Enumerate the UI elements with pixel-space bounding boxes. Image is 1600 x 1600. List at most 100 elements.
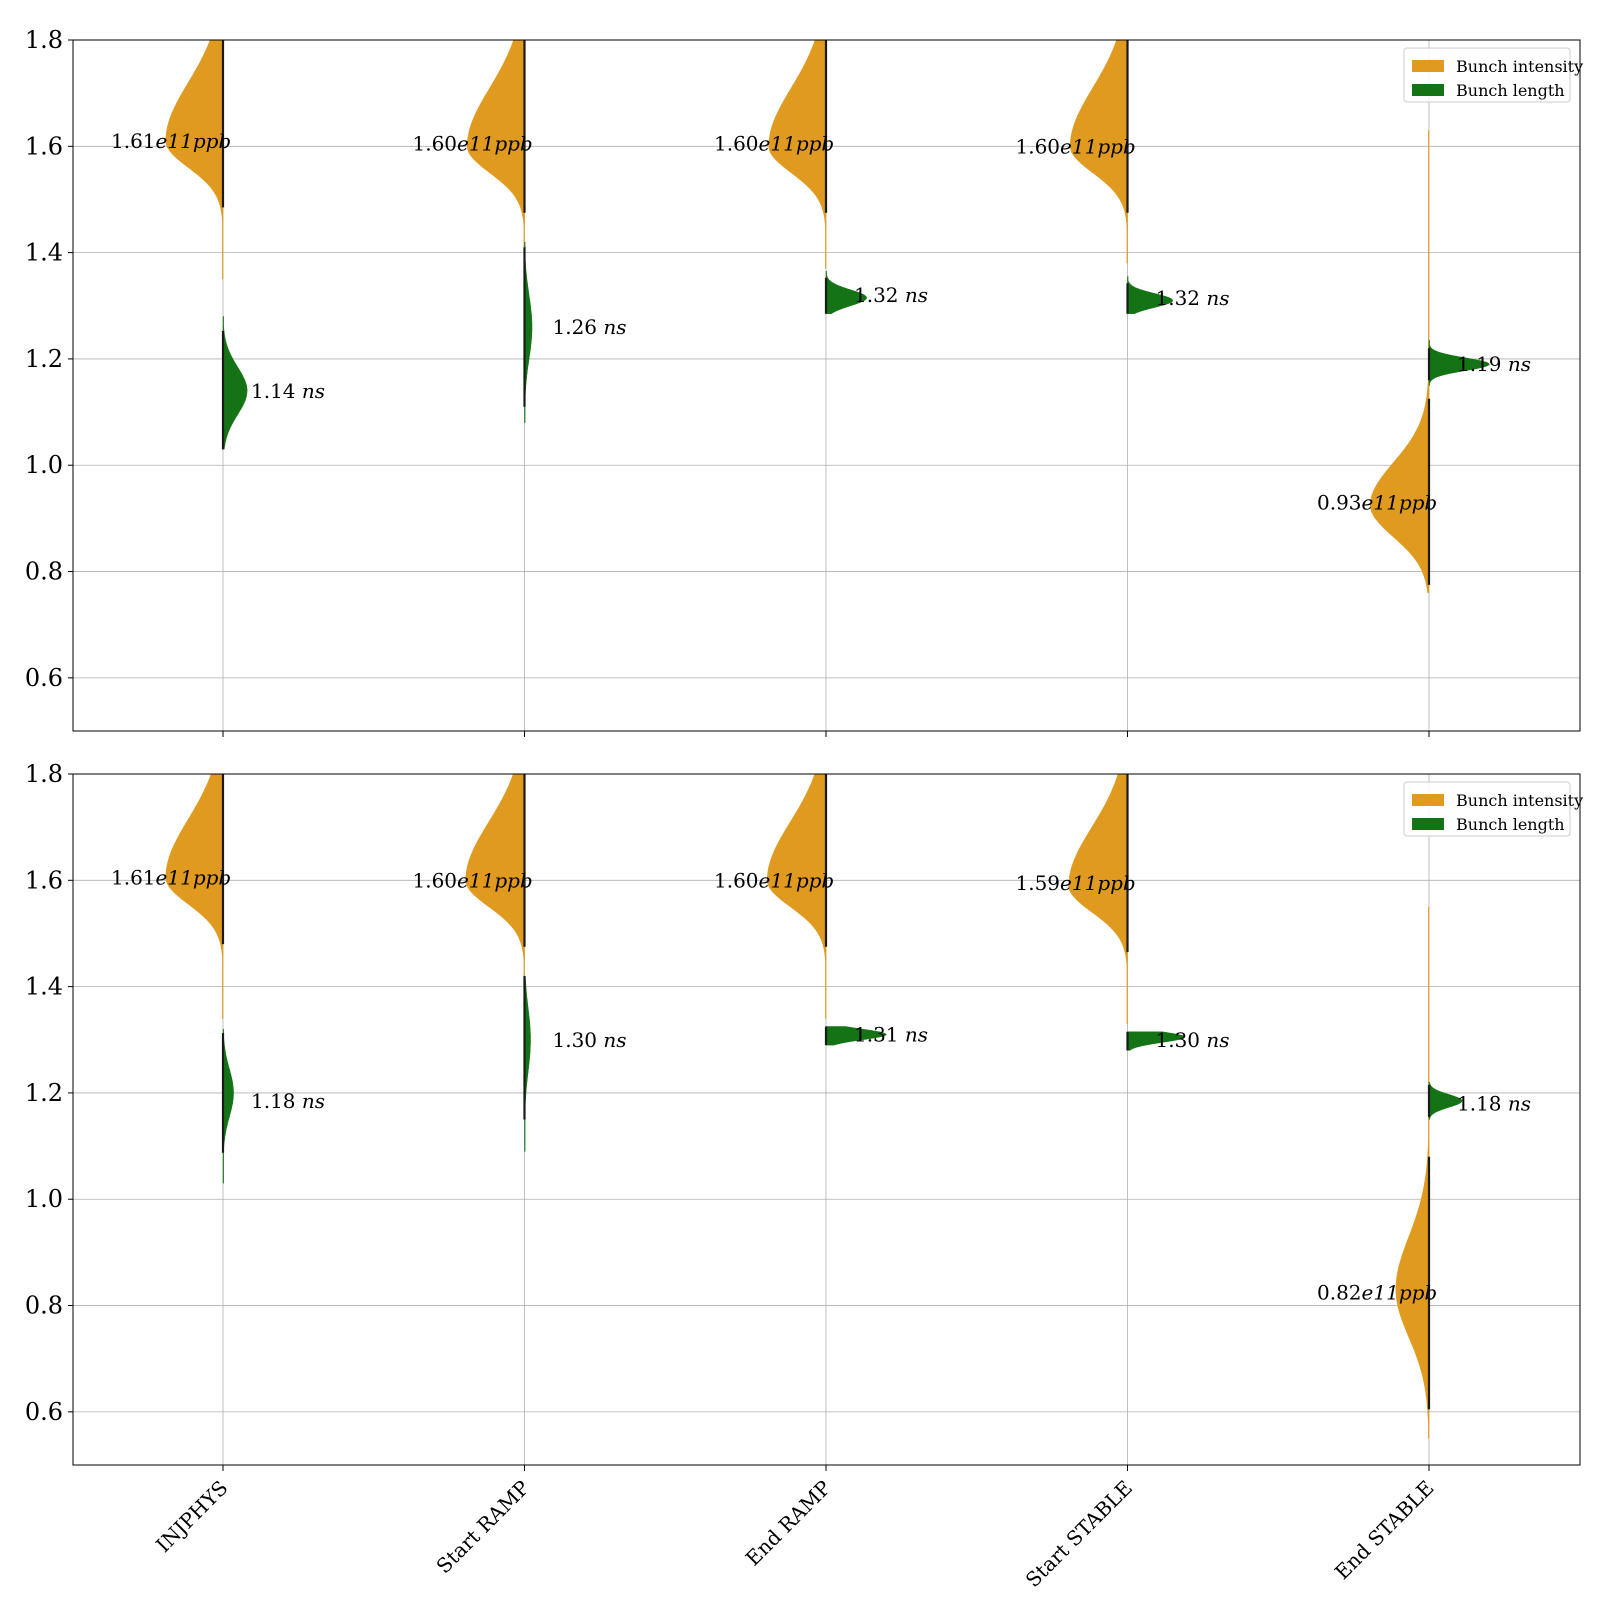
label-value: 1.26 [553,315,598,339]
length-label-3: 1.30 ns [1156,1028,1230,1052]
label-value: 0.93 [1317,490,1362,514]
plot-frame [72,39,1581,732]
intensity-violin-4 [1369,130,1430,594]
intensity-label-0: 1.61e11ppb [111,866,231,890]
label-value: 0.82 [1317,1280,1362,1304]
length-violin-1 [524,241,533,423]
label-unit: ns [1200,1028,1230,1052]
label-unit: ns [597,1028,627,1052]
x-category-label-3: Start STABLE [1021,1476,1137,1592]
legend-swatch-2 [1412,84,1444,96]
label-unit: e11ppb [457,132,533,156]
y-tick-label: 0.6 [25,664,63,692]
label-value: 1.60 [714,132,759,156]
length-violin-4 [1428,340,1490,386]
legend-swatch-1 [1412,794,1444,806]
length-label-1: 1.26 ns [553,315,627,339]
label-unit: e11ppb [1060,134,1136,158]
x-category-label-4: End STABLE [1330,1476,1439,1585]
legend-label-1: Bunch intensity [1456,791,1583,810]
y-tick-label: 1.0 [25,451,63,479]
x-category-label-2: End RAMP [741,1476,836,1571]
legend: Bunch intensity Bunch length [1403,781,1583,837]
y-tick-label: 1.6 [25,132,63,160]
label-unit: e11ppb [457,868,533,892]
label-value: 1.32 [854,283,899,307]
length-violin-1 [524,975,531,1152]
y-tick-label: 1.2 [25,1079,63,1107]
label-value: 1.31 [854,1022,899,1046]
length-label-2: 1.32 ns [854,283,928,307]
y-tick-label: 1.8 [25,26,63,54]
label-unit: ns [1502,352,1532,376]
length-label-4: 1.19 ns [1457,352,1531,376]
label-unit: ns [899,1022,929,1046]
length-label-4: 1.18 ns [1457,1092,1531,1116]
legend-box [1403,47,1571,103]
chart-panel-1: 0.60.81.01.21.41.61.81.61e11ppb 1.60e11pp… [25,26,1583,737]
y-tick-label: 1.4 [25,239,63,267]
label-unit: ns [296,1089,326,1113]
label-unit: e11ppb [1362,490,1438,514]
length-violin-4 [1428,1082,1463,1120]
intensity-label-1: 1.60e11ppb [413,132,533,156]
length-violin-0 [222,316,248,450]
label-value: 1.61 [111,866,156,890]
y-tick-label: 1.4 [25,973,63,1001]
label-unit: ns [899,283,929,307]
length-label-2: 1.31 ns [854,1022,928,1046]
label-unit: ns [1502,1092,1532,1116]
label-unit: e11ppb [1362,1280,1438,1304]
intensity-label-3: 1.60e11ppb [1016,134,1136,158]
label-value: 1.30 [1156,1028,1201,1052]
intensity-violin-3 [1069,39,1128,264]
y-tick-label: 1.0 [25,1185,63,1213]
label-unit: ns [1200,286,1230,310]
intensity-label-2: 1.60e11ppb [714,868,834,892]
y-tick-label: 0.8 [25,558,63,586]
intensity-violin-4 [1395,906,1430,1439]
legend-swatch-2 [1412,818,1444,830]
intensity-violin-0 [165,773,224,1019]
intensity-violin-3 [1068,773,1128,1025]
intensity-violin-2 [768,39,827,269]
length-label-0: 1.14 ns [251,379,325,403]
label-value: 1.59 [1016,871,1061,895]
intensity-label-0: 1.61e11ppb [111,129,231,153]
length-violin-3 [1127,276,1173,314]
label-value: 1.32 [1156,286,1201,310]
length-violin-0 [222,1028,234,1184]
intensity-violin-2 [766,773,827,1019]
intensity-label-3: 1.59e11ppb [1016,871,1136,895]
label-unit: ns [597,315,627,339]
label-value: 1.19 [1457,352,1502,376]
intensity-label-2: 1.60e11ppb [714,132,834,156]
legend-label-2: Bunch length [1456,815,1565,834]
label-unit: ns [296,379,326,403]
label-value: 1.30 [553,1028,598,1052]
label-value: 1.18 [1457,1092,1502,1116]
y-tick-label: 1.8 [25,760,63,788]
label-value: 1.60 [413,132,458,156]
plot-frame [72,773,1581,1466]
label-unit: e11ppb [759,868,835,892]
legend-box [1403,781,1571,837]
y-tick-label: 0.6 [25,1398,63,1426]
label-unit: e11ppb [759,132,835,156]
length-label-1: 1.30 ns [553,1028,627,1052]
intensity-label-4: 0.93e11ppb [1317,490,1437,514]
legend-label-2: Bunch length [1456,81,1565,100]
length-violin-3 [1127,1031,1186,1051]
legend-label-1: Bunch intensity [1456,57,1583,76]
length-label-0: 1.18 ns [251,1089,325,1113]
label-value: 1.60 [714,868,759,892]
intensity-violin-1 [466,39,525,253]
intensity-label-4: 0.82e11ppb [1317,1280,1437,1304]
legend-swatch-1 [1412,60,1444,72]
x-category-label-0: INJPHYS [151,1476,232,1557]
label-value: 1.61 [111,129,156,153]
intensity-violin-1 [465,773,525,998]
label-value: 1.14 [251,379,296,403]
x-category-label-1: Start RAMP [431,1476,534,1579]
label-value: 1.60 [413,868,458,892]
